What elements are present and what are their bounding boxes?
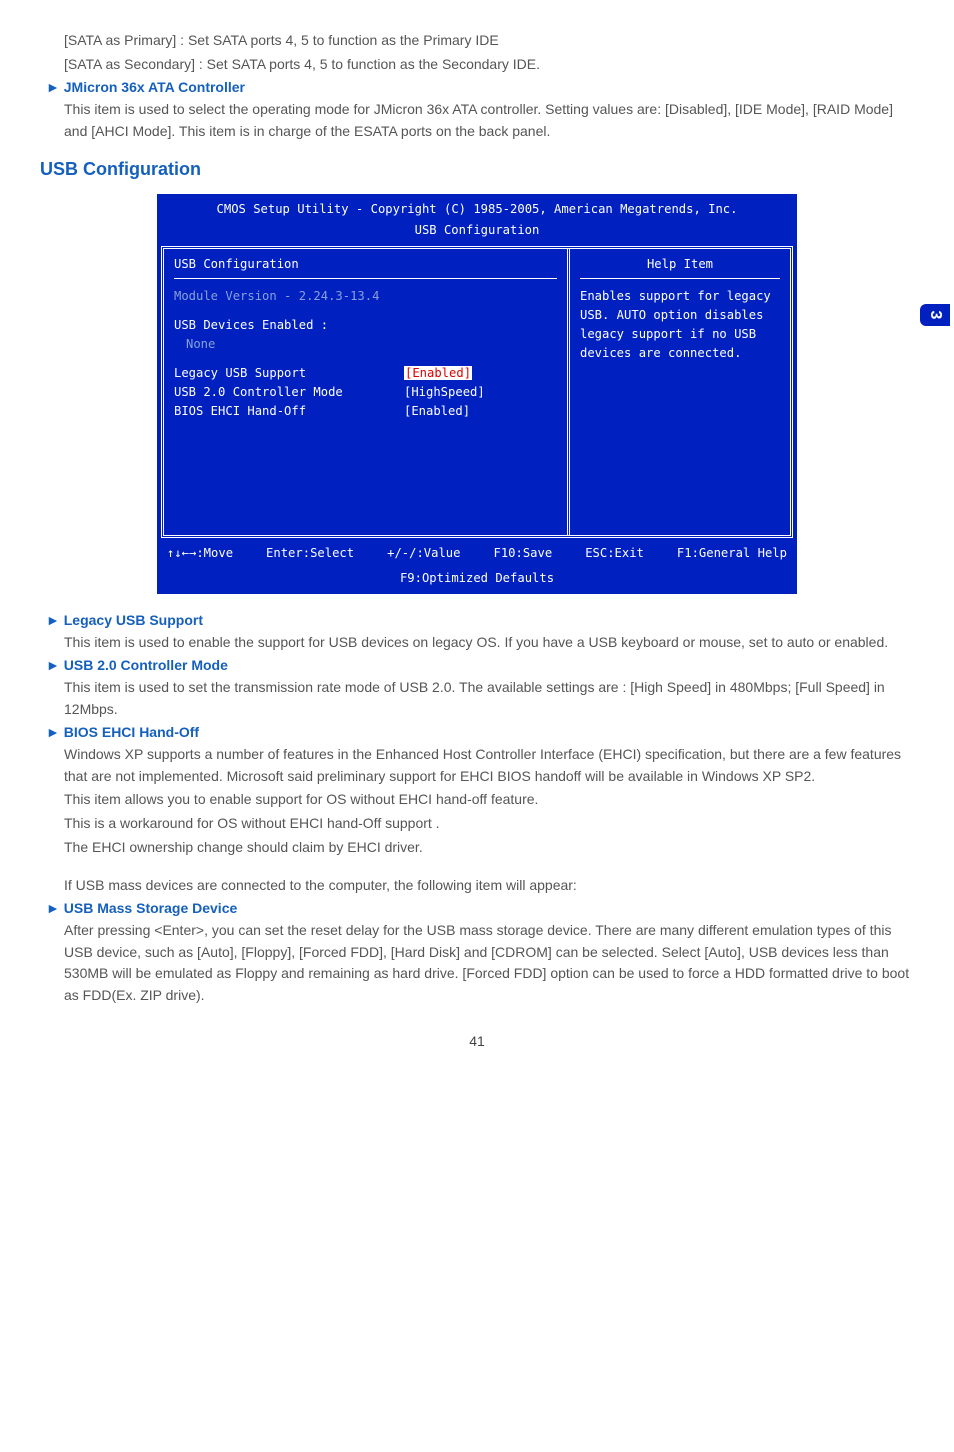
bios-help-text: Enables support for legacy USB. AUTO opt… bbox=[580, 287, 780, 363]
text-sata-primary: [SATA as Primary] : Set SATA ports 4, 5 … bbox=[64, 30, 914, 52]
bios-foot-value: +/-/:Value bbox=[387, 544, 460, 563]
bios-module-version: Module Version - 2.24.3-13.4 bbox=[174, 287, 557, 306]
bios-row-legacy-usb: Legacy USB Support [Enabled] bbox=[174, 364, 557, 383]
bios-usb-devices-head: USB Devices Enabled : bbox=[174, 316, 557, 335]
page-number: 41 bbox=[40, 1031, 914, 1053]
bios-footer: ↑↓←→:Move Enter:Select +/-/:Value F10:Sa… bbox=[157, 538, 797, 569]
bios-value-selected: [Enabled] bbox=[404, 366, 472, 380]
heading-usb-mass-storage: ► USB Mass Storage Device bbox=[46, 898, 914, 920]
bios-value: [Enabled] bbox=[404, 402, 557, 421]
heading-ehci-handoff: ► BIOS EHCI Hand-Off bbox=[46, 722, 914, 744]
text-usb20-body: This item is used to set the transmissio… bbox=[64, 677, 914, 720]
bios-foot-defaults: F9:Optimized Defaults bbox=[157, 569, 797, 594]
text-mass-intro: If USB mass devices are connected to the… bbox=[64, 875, 914, 897]
heading-usb20-mode: ► USB 2.0 Controller Mode bbox=[46, 655, 914, 677]
bios-left-pane: USB Configuration Module Version - 2.24.… bbox=[164, 249, 570, 535]
bios-row-usb20: USB 2.0 Controller Mode [HighSpeed] bbox=[174, 383, 557, 402]
bios-row-ehci: BIOS EHCI Hand-Off [Enabled] bbox=[174, 402, 557, 421]
heading-jmicron: ► JMicron 36x ATA Controller bbox=[46, 77, 914, 99]
bios-title: CMOS Setup Utility - Copyright (C) 1985-… bbox=[157, 194, 797, 221]
text-ehci-l4: The EHCI ownership change should claim b… bbox=[64, 837, 914, 859]
bios-label: BIOS EHCI Hand-Off bbox=[174, 402, 404, 421]
text-usb-mass-body: After pressing <Enter>, you can set the … bbox=[64, 920, 914, 1007]
bios-label: Legacy USB Support bbox=[174, 364, 404, 383]
bios-foot-exit: ESC:Exit bbox=[585, 544, 644, 563]
bios-screenshot: CMOS Setup Utility - Copyright (C) 1985-… bbox=[157, 194, 797, 594]
bios-left-heading: USB Configuration bbox=[174, 255, 557, 279]
section-title-usb-config: USB Configuration bbox=[40, 156, 914, 184]
text-jmicron-body: This item is used to select the operatin… bbox=[64, 99, 914, 142]
bios-help-pane: Help Item Enables support for legacy USB… bbox=[570, 249, 790, 535]
text-ehci-l1: Windows XP supports a number of features… bbox=[64, 744, 914, 787]
bios-label: USB 2.0 Controller Mode bbox=[174, 383, 404, 402]
bios-foot-help: F1:General Help bbox=[677, 544, 787, 563]
text-sata-secondary: [SATA as Secondary] : Set SATA ports 4, … bbox=[64, 54, 914, 76]
bios-foot-select: Enter:Select bbox=[266, 544, 354, 563]
text-legacy-usb-body: This item is used to enable the support … bbox=[64, 632, 914, 654]
bios-subtitle: USB Configuration bbox=[157, 221, 797, 246]
bios-help-heading: Help Item bbox=[580, 255, 780, 279]
chapter-tab: 3 bbox=[920, 304, 950, 326]
bios-foot-move: ↑↓←→:Move bbox=[167, 544, 233, 563]
text-ehci-l2: This item allows you to enable support f… bbox=[64, 789, 914, 811]
heading-legacy-usb: ► Legacy USB Support bbox=[46, 610, 914, 632]
bios-usb-devices-value: None bbox=[174, 335, 557, 354]
bios-foot-save: F10:Save bbox=[493, 544, 552, 563]
text-ehci-l3: This is a workaround for OS without EHCI… bbox=[64, 813, 914, 835]
bios-value: [HighSpeed] bbox=[404, 383, 557, 402]
